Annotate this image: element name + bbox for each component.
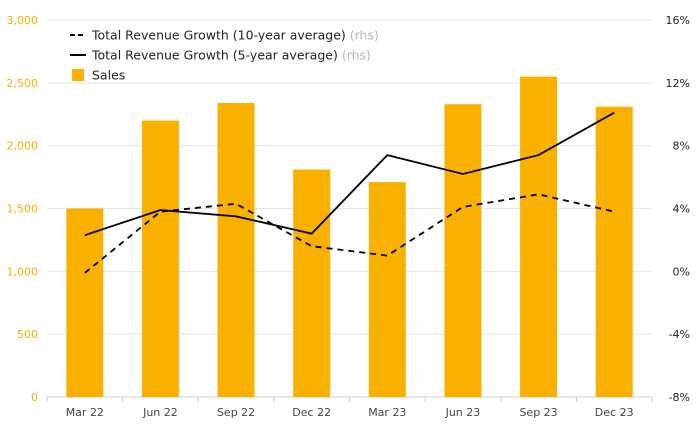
line-10-year-average [84, 193, 615, 274]
x-tick-label: Mar 22 [66, 406, 104, 419]
left-tick-label: 0 [31, 391, 38, 404]
x-tick-label: Mar 23 [368, 406, 406, 419]
legend-label: Total Revenue Growth (10-year average) (… [91, 28, 379, 43]
left-tick-label: 500 [17, 328, 38, 341]
left-tick-label: 1,000 [7, 265, 39, 278]
legend-marker-bar [72, 69, 84, 81]
x-tick-label: Dec 22 [292, 406, 331, 419]
right-tick-label: 12% [666, 77, 690, 90]
right-tick-label: 0% [673, 265, 690, 278]
bar [595, 106, 633, 398]
right-tick-label: 8% [673, 140, 690, 153]
bar [141, 120, 179, 398]
left-tick-label: 3,000 [7, 14, 39, 27]
right-axis: -8% -4% 0% 4% 8% 12% 16% [666, 14, 690, 404]
right-tick-label: -4% [669, 328, 690, 341]
left-tick-label: 2,000 [7, 140, 39, 153]
bar [520, 76, 558, 398]
legend: Total Revenue Growth (10-year average) (… [70, 28, 379, 83]
legend-label: Total Revenue Growth (5-year average) (r… [91, 48, 371, 63]
bar [368, 182, 406, 397]
left-tick-label: 1,500 [7, 203, 39, 216]
x-tick-label: Dec 23 [595, 406, 634, 419]
left-tick-label: 2,500 [7, 77, 39, 90]
grid-lines [46, 19, 653, 402]
bar [444, 104, 482, 398]
right-tick-label: -8% [669, 391, 690, 404]
legend-rhs-note: (rhs) [350, 28, 379, 43]
x-axis: Mar 22 Jun 22 Sep 22 Dec 22 Mar 23 Jun 23 Sep … [66, 406, 634, 419]
x-tick-label: Sep 23 [519, 406, 557, 419]
x-tick-label: Sep 22 [217, 406, 255, 419]
bar-series-sales [66, 76, 633, 398]
right-tick-label: 16% [666, 14, 690, 27]
line-series [84, 111, 615, 274]
bar [217, 102, 255, 397]
left-axis: 0 500 1,000 1,500 2,000 2,500 3,000 [7, 14, 39, 404]
legend-rhs-note: (rhs) [342, 48, 371, 63]
line-5-year-average [84, 111, 615, 237]
bar [293, 169, 331, 397]
legend-label: Sales [92, 68, 125, 83]
right-tick-label: 4% [673, 203, 690, 216]
x-tick-label: Jun 23 [445, 406, 481, 419]
bar [66, 208, 104, 397]
x-tick-label: Jun 22 [142, 406, 178, 419]
